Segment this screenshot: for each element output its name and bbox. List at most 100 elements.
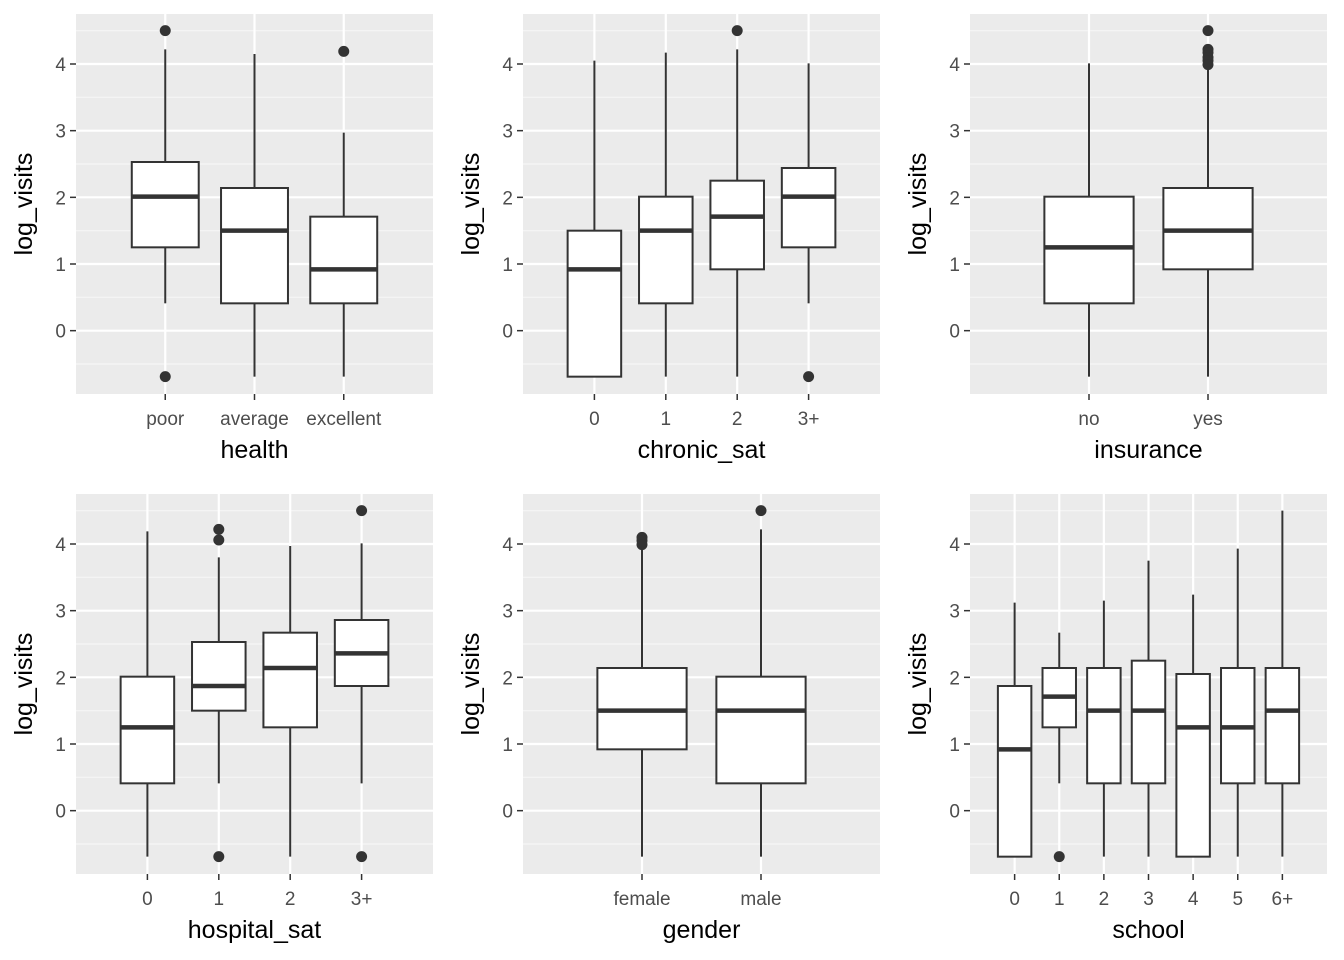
x-axis-title: school xyxy=(1112,916,1184,944)
box-iqr xyxy=(130,161,200,249)
box-4 xyxy=(1175,594,1211,858)
box-1 xyxy=(638,52,694,377)
y-tick-label: 2 xyxy=(949,188,960,209)
box-iqr xyxy=(566,229,623,378)
x-tick-label: female xyxy=(613,889,670,910)
panel-background xyxy=(970,14,1327,394)
outlier-point xyxy=(213,534,225,546)
y-tick-label: 3 xyxy=(55,122,66,143)
y-tick-label: 2 xyxy=(502,668,513,689)
outlier-point xyxy=(356,851,368,863)
y-tick-label: 3 xyxy=(502,122,513,143)
x-tick-label: 0 xyxy=(142,889,153,910)
box-5 xyxy=(1220,548,1256,857)
box-iqr xyxy=(1086,667,1122,785)
box-iqr xyxy=(220,187,289,305)
x-tick-label: 2 xyxy=(285,889,296,910)
x-tick-label: 2 xyxy=(732,409,743,430)
x-tick-label: 3 xyxy=(1143,889,1154,910)
y-tick-label: 2 xyxy=(55,668,66,689)
box-iqr xyxy=(638,195,694,305)
x-tick-label: poor xyxy=(146,409,185,430)
box-iqr xyxy=(996,685,1033,858)
x-tick-label: 3+ xyxy=(798,409,820,430)
y-axis-title: log_visits xyxy=(904,153,932,256)
x-axis-title: hospital_sat xyxy=(188,916,321,944)
x-axis-title: gender xyxy=(663,916,741,944)
y-tick-label: 0 xyxy=(502,802,513,823)
box-3+ xyxy=(333,505,390,863)
x-tick-label: 1 xyxy=(1054,889,1065,910)
x-tick-label: excellent xyxy=(306,409,382,430)
y-tick-label: 2 xyxy=(949,668,960,689)
box-yes xyxy=(1162,25,1254,377)
x-tick-label: 6+ xyxy=(1272,889,1294,910)
x-tick-label: 0 xyxy=(1009,889,1020,910)
box-0 xyxy=(119,531,176,857)
box-3+ xyxy=(780,63,837,383)
y-tick-label: 4 xyxy=(502,535,513,556)
x-tick-label: 1 xyxy=(661,409,672,430)
outlier-point xyxy=(213,851,225,863)
box-iqr xyxy=(709,179,765,271)
box-1 xyxy=(1041,632,1077,863)
y-tick-label: 0 xyxy=(949,802,960,823)
outlier-point xyxy=(213,523,225,535)
x-tick-label: male xyxy=(740,889,781,910)
y-tick-label: 0 xyxy=(55,802,66,823)
y-tick-label: 4 xyxy=(502,55,513,76)
box-iqr xyxy=(1043,195,1135,305)
y-axis-title: log_visits xyxy=(904,633,932,736)
box-poor xyxy=(130,25,200,383)
outlier-point xyxy=(1202,25,1214,37)
y-tick-label: 3 xyxy=(55,602,66,623)
box-excellent xyxy=(309,45,379,377)
facet-panel-gender: 0 1 2 3 4 female male gender log_visits xyxy=(457,494,880,944)
y-tick-label: 4 xyxy=(949,535,960,556)
box-1 xyxy=(191,523,247,863)
outlier-point xyxy=(356,505,368,517)
box-iqr xyxy=(1175,673,1211,858)
box-iqr xyxy=(780,167,837,249)
x-axis-title: chronic_sat xyxy=(638,436,766,464)
box-3 xyxy=(1130,560,1167,857)
y-tick-label: 1 xyxy=(55,735,66,756)
outlier-point xyxy=(636,539,648,551)
y-tick-label: 4 xyxy=(55,55,66,76)
box-iqr xyxy=(715,675,807,785)
x-tick-label: 2 xyxy=(1099,889,1110,910)
y-axis-title: log_visits xyxy=(457,633,485,736)
box-0 xyxy=(566,60,623,378)
y-axis-title: log_visits xyxy=(10,153,38,256)
x-tick-label: 5 xyxy=(1232,889,1243,910)
x-tick-label: 0 xyxy=(589,409,600,430)
y-tick-label: 3 xyxy=(949,602,960,623)
box-iqr xyxy=(309,215,379,305)
box-iqr xyxy=(1264,667,1301,785)
facet-panel-insurance: 0 1 2 3 4 no yes insurance log_visits xyxy=(904,14,1327,464)
x-axis-title: health xyxy=(220,436,288,464)
y-tick-label: 1 xyxy=(55,255,66,276)
outlier-point xyxy=(338,45,350,57)
box-2 xyxy=(709,25,765,377)
y-tick-label: 0 xyxy=(502,322,513,343)
y-tick-label: 0 xyxy=(949,322,960,343)
box-iqr xyxy=(119,675,176,785)
outlier-point xyxy=(755,505,767,517)
box-6+ xyxy=(1264,510,1301,857)
outlier-point xyxy=(1202,59,1214,71)
y-tick-label: 3 xyxy=(502,602,513,623)
y-tick-label: 1 xyxy=(949,255,960,276)
y-tick-label: 3 xyxy=(949,122,960,143)
x-tick-label: 1 xyxy=(214,889,225,910)
outlier-point xyxy=(159,371,171,383)
box-iqr xyxy=(262,631,318,729)
outlier-point xyxy=(1053,851,1065,863)
outlier-point xyxy=(803,371,815,383)
box-2 xyxy=(1086,600,1122,857)
facet-panel-health: 0 1 2 3 4 poor average excellent health log_visit… xyxy=(10,14,433,464)
panel-background xyxy=(523,494,880,874)
y-tick-label: 1 xyxy=(502,735,513,756)
x-axis-title: insurance xyxy=(1094,436,1202,464)
